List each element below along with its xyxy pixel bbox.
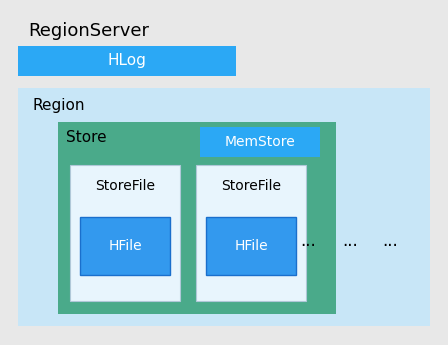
Text: HFile: HFile [234,239,268,253]
Text: HFile: HFile [108,239,142,253]
Bar [18,46,236,76]
Text: ...: ... [300,232,316,250]
Bar [70,165,180,301]
Text: Store: Store [66,130,107,145]
Text: Region: Region [32,98,85,113]
Bar [200,127,320,157]
Text: ...: ... [342,232,358,250]
Text: StoreFile: StoreFile [95,179,155,193]
Text: ...: ... [382,232,398,250]
Text: HLog: HLog [108,53,146,69]
Bar [206,217,296,275]
Text: MemStore: MemStore [224,135,295,149]
Bar [80,217,170,275]
Bar [58,122,336,314]
Bar [196,165,306,301]
Text: RegionServer: RegionServer [28,22,149,40]
Bar [18,88,430,326]
Text: StoreFile: StoreFile [221,179,281,193]
